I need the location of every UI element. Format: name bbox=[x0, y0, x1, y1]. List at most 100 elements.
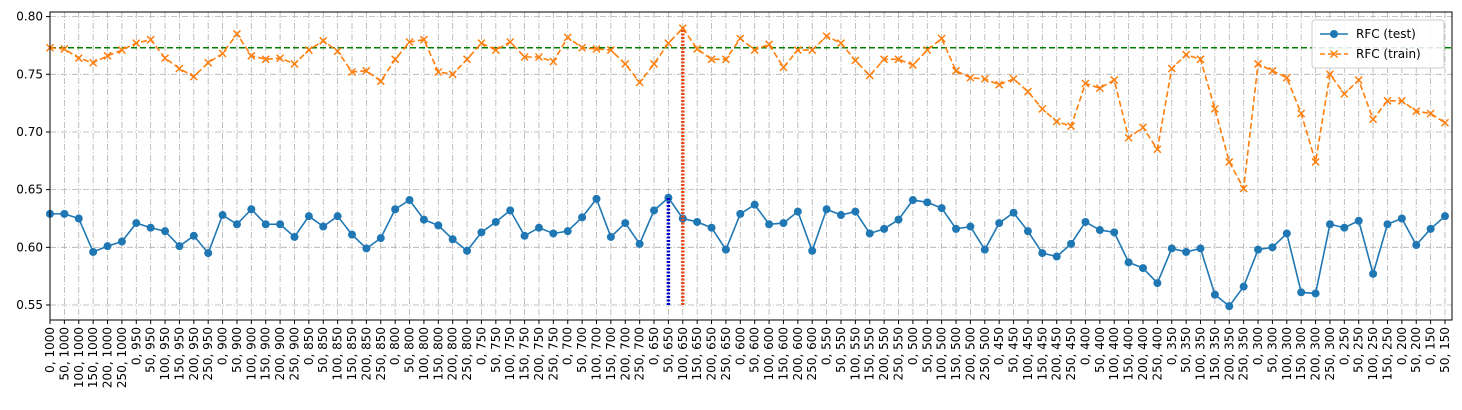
x-tick-label: 200, 950 bbox=[187, 327, 201, 380]
x-tick-label: 0, 350 bbox=[1165, 327, 1179, 365]
x-tick-label: 100, 400 bbox=[1107, 327, 1121, 380]
data-point bbox=[1325, 70, 1334, 79]
x-tick-label: 0, 300 bbox=[1251, 327, 1265, 365]
x-tick-label: 0, 200 bbox=[1395, 327, 1409, 365]
x-tick-label: 100, 550 bbox=[848, 327, 862, 380]
x-tick-label: 250, 500 bbox=[978, 327, 992, 380]
data-point bbox=[1153, 145, 1162, 154]
x-tick-label: 0, 800 bbox=[388, 327, 402, 365]
x-tick-label: 50, 1000 bbox=[57, 327, 71, 380]
x-tick-label: 250, 1000 bbox=[115, 327, 129, 388]
x-tick-label: 0, 450 bbox=[992, 327, 1006, 365]
x-tick-label: 50, 850 bbox=[316, 327, 330, 373]
x-tick-label: 100, 800 bbox=[417, 327, 431, 380]
x-tick-label: 50, 400 bbox=[1093, 327, 1107, 373]
data-point bbox=[1182, 247, 1191, 256]
data-point bbox=[592, 44, 601, 53]
data-point bbox=[1196, 55, 1205, 64]
data-point bbox=[822, 32, 831, 41]
data-point bbox=[793, 207, 802, 216]
x-tick-label: 150, 550 bbox=[863, 327, 877, 380]
data-point bbox=[477, 39, 486, 48]
data-point bbox=[60, 209, 69, 218]
x-tick-label: 50, 950 bbox=[144, 327, 158, 373]
data-point bbox=[103, 242, 112, 251]
data-point bbox=[506, 206, 515, 215]
data-point bbox=[1369, 269, 1378, 278]
data-point bbox=[1426, 224, 1435, 233]
y-tick-label: 0.80 bbox=[16, 10, 43, 24]
y-tick-label: 0.75 bbox=[16, 67, 43, 81]
x-tick-label: 50, 650 bbox=[661, 327, 675, 373]
x-tick-label: 200, 850 bbox=[359, 327, 373, 380]
data-point bbox=[1210, 104, 1219, 113]
data-point bbox=[1153, 279, 1162, 288]
series-line bbox=[49, 26, 1446, 192]
x-tick-label: 250, 400 bbox=[1150, 327, 1164, 380]
data-point bbox=[1239, 184, 1248, 193]
x-tick-label: 0, 850 bbox=[302, 327, 316, 365]
x-tick-label: 100, 450 bbox=[1021, 327, 1035, 380]
data-point bbox=[434, 67, 443, 77]
data-point bbox=[1210, 290, 1219, 299]
data-point bbox=[491, 217, 500, 226]
data-point bbox=[376, 234, 385, 243]
x-tick-label: 50, 900 bbox=[230, 327, 244, 373]
data-point bbox=[1225, 302, 1234, 311]
data-point bbox=[678, 214, 687, 223]
data-point bbox=[1067, 239, 1076, 248]
data-point bbox=[937, 34, 946, 43]
x-tick-label: 250, 550 bbox=[892, 327, 906, 380]
data-point bbox=[1124, 258, 1133, 267]
data-point bbox=[908, 196, 917, 205]
data-point bbox=[736, 209, 745, 218]
x-tick-label: 100, 300 bbox=[1280, 327, 1294, 380]
data-point bbox=[894, 55, 903, 64]
data-point bbox=[793, 46, 802, 55]
data-point bbox=[1383, 96, 1392, 105]
y-tick-label: 0.70 bbox=[16, 125, 43, 139]
data-point bbox=[606, 232, 615, 241]
legend-marker bbox=[1329, 49, 1339, 59]
data-point bbox=[1225, 157, 1234, 166]
data-point bbox=[534, 52, 543, 62]
x-tick-label: 150, 600 bbox=[776, 327, 790, 380]
data-point bbox=[1254, 59, 1263, 68]
data-point bbox=[391, 55, 400, 64]
data-point bbox=[952, 224, 961, 233]
data-point bbox=[1138, 264, 1147, 273]
x-tick-label: 50, 350 bbox=[1179, 327, 1193, 373]
x-tick-label: 0, 550 bbox=[820, 327, 834, 365]
x-tick-label: 200, 750 bbox=[532, 327, 546, 380]
data-point bbox=[923, 198, 932, 207]
data-point bbox=[606, 46, 615, 55]
data-point bbox=[89, 247, 98, 256]
x-tick-label: 50, 550 bbox=[834, 327, 848, 373]
data-point bbox=[534, 223, 543, 232]
data-point bbox=[463, 55, 472, 64]
data-point bbox=[175, 64, 184, 73]
x-tick-label: 100, 1000 bbox=[72, 327, 86, 388]
data-point bbox=[247, 51, 256, 60]
data-point bbox=[1038, 104, 1047, 113]
legend-label: RFC (train) bbox=[1356, 47, 1421, 61]
x-tick-label: 150, 650 bbox=[690, 327, 704, 380]
data-point bbox=[908, 61, 917, 70]
data-point bbox=[650, 206, 659, 215]
data-point bbox=[721, 55, 730, 64]
data-point bbox=[664, 39, 673, 48]
data-point bbox=[89, 58, 98, 67]
data-point bbox=[204, 249, 213, 258]
data-point bbox=[592, 194, 601, 203]
data-point bbox=[146, 223, 155, 232]
data-point bbox=[247, 205, 256, 214]
x-tick-label: 200, 600 bbox=[791, 327, 805, 380]
data-point bbox=[405, 37, 414, 47]
data-point bbox=[405, 196, 414, 205]
data-point bbox=[721, 245, 730, 254]
x-tick-label: 50, 250 bbox=[1352, 327, 1366, 373]
data-point bbox=[1441, 212, 1449, 221]
data-point bbox=[434, 221, 443, 230]
data-point bbox=[276, 54, 285, 63]
